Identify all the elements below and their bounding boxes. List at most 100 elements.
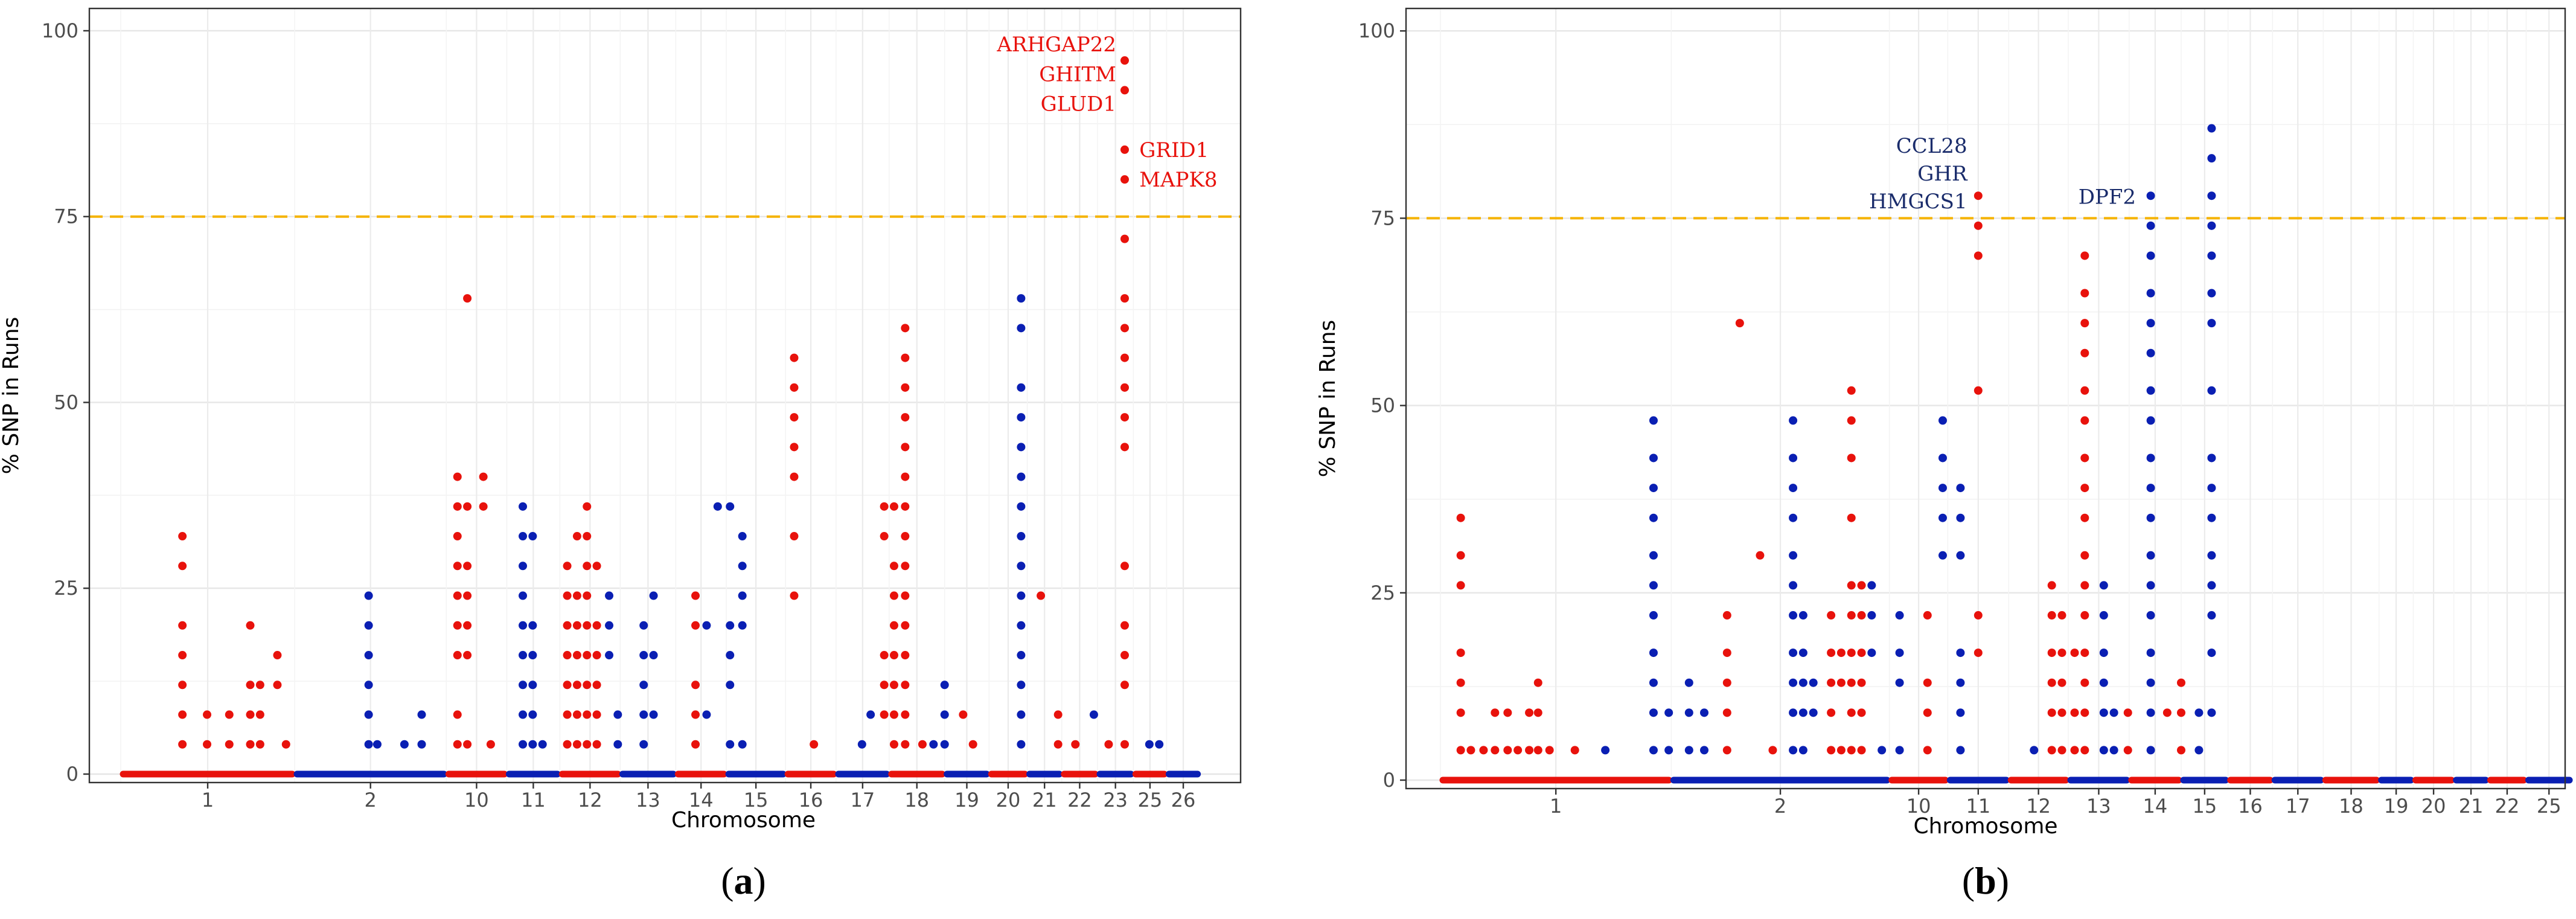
data-point bbox=[1956, 648, 1965, 658]
data-point bbox=[246, 740, 255, 749]
data-point bbox=[2080, 678, 2089, 687]
data-point bbox=[2146, 289, 2155, 298]
data-point bbox=[1847, 416, 1856, 425]
data-point bbox=[2207, 453, 2216, 463]
y-tick-label: 50 bbox=[54, 391, 78, 414]
x-tick-label: 16 bbox=[2238, 795, 2263, 818]
data-point bbox=[1017, 740, 1026, 749]
data-point bbox=[2047, 708, 2056, 717]
data-point bbox=[2194, 708, 2204, 717]
data-point bbox=[528, 740, 537, 749]
data-point bbox=[649, 710, 658, 719]
data-point bbox=[463, 621, 472, 630]
data-point bbox=[2057, 611, 2066, 620]
data-point bbox=[1735, 319, 1744, 328]
data-point bbox=[880, 532, 889, 541]
data-point bbox=[2080, 386, 2089, 395]
data-point bbox=[528, 621, 537, 630]
x-tick-label: 25 bbox=[2537, 795, 2562, 818]
data-point bbox=[463, 651, 472, 660]
data-point bbox=[2080, 416, 2089, 425]
x-tick-label: 13 bbox=[2086, 795, 2111, 818]
caption-letter: a bbox=[734, 859, 753, 902]
data-point bbox=[2123, 708, 2132, 717]
data-point bbox=[1456, 648, 1465, 658]
data-point bbox=[2057, 708, 2066, 717]
data-point bbox=[2207, 191, 2216, 200]
data-point bbox=[605, 651, 614, 660]
data-point bbox=[1017, 651, 1026, 660]
data-point bbox=[2207, 513, 2216, 522]
data-point bbox=[1847, 678, 1856, 687]
data-point bbox=[1836, 648, 1846, 658]
y-tick-label: 25 bbox=[1370, 581, 1395, 604]
x-tick-label: 17 bbox=[2286, 795, 2310, 818]
data-point bbox=[453, 651, 462, 660]
data-point bbox=[1017, 324, 1026, 333]
data-point bbox=[1789, 453, 1798, 463]
data-point bbox=[2176, 746, 2185, 755]
data-point bbox=[649, 591, 658, 600]
data-point bbox=[1938, 484, 1947, 493]
data-point bbox=[1649, 581, 1658, 590]
caption-close: ) bbox=[1996, 859, 2009, 902]
data-point bbox=[1456, 513, 1465, 522]
data-point bbox=[726, 651, 735, 660]
data-point bbox=[2207, 581, 2216, 590]
data-point bbox=[2080, 746, 2089, 755]
data-point bbox=[1513, 746, 1523, 755]
data-point bbox=[889, 591, 898, 600]
gene-annotation: GHITM bbox=[1039, 62, 1116, 86]
data-point bbox=[726, 621, 735, 630]
data-point bbox=[1895, 611, 1904, 620]
data-point bbox=[519, 562, 528, 571]
data-point bbox=[1491, 746, 1500, 755]
data-point bbox=[639, 710, 648, 719]
data-point bbox=[2070, 708, 2079, 717]
data-point bbox=[889, 621, 898, 630]
data-point bbox=[1827, 746, 1836, 755]
y-tick-label: 25 bbox=[54, 577, 78, 600]
data-point bbox=[918, 740, 927, 749]
data-point bbox=[519, 680, 528, 690]
data-point bbox=[790, 353, 799, 362]
data-point bbox=[2146, 221, 2155, 230]
data-point bbox=[1533, 678, 1542, 687]
data-point bbox=[889, 562, 898, 571]
data-point bbox=[1974, 386, 1983, 395]
data-point bbox=[246, 710, 255, 719]
data-point bbox=[453, 532, 462, 541]
data-point bbox=[1798, 746, 1807, 755]
data-point bbox=[1649, 648, 1658, 658]
data-point bbox=[940, 680, 949, 690]
data-point bbox=[417, 740, 426, 749]
caption-open: ( bbox=[1962, 859, 1975, 902]
data-point bbox=[1017, 591, 1026, 600]
data-point bbox=[364, 710, 373, 719]
data-point bbox=[400, 740, 409, 749]
data-point bbox=[1017, 502, 1026, 511]
y-axis-title: % SNP in Runs bbox=[1315, 320, 1340, 478]
data-point bbox=[2207, 289, 2216, 298]
x-tick-label: 19 bbox=[954, 789, 979, 812]
data-point bbox=[1956, 678, 1965, 687]
data-point bbox=[1857, 581, 1866, 590]
y-tick-label: 100 bbox=[42, 19, 78, 42]
data-point bbox=[519, 740, 528, 749]
data-point bbox=[2146, 551, 2155, 560]
data-point bbox=[2047, 678, 2056, 687]
data-point bbox=[255, 680, 264, 690]
data-point bbox=[2099, 581, 2108, 590]
data-point bbox=[2080, 708, 2089, 717]
data-point bbox=[1867, 648, 1876, 658]
data-point bbox=[901, 324, 910, 333]
x-tick-label: 18 bbox=[2339, 795, 2363, 818]
data-point bbox=[463, 591, 472, 600]
data-point bbox=[2047, 581, 2056, 590]
x-tick-label: 11 bbox=[1966, 795, 1990, 818]
data-point bbox=[2207, 154, 2216, 163]
data-point bbox=[2146, 319, 2155, 328]
data-point bbox=[178, 710, 187, 719]
data-point bbox=[2080, 484, 2089, 493]
